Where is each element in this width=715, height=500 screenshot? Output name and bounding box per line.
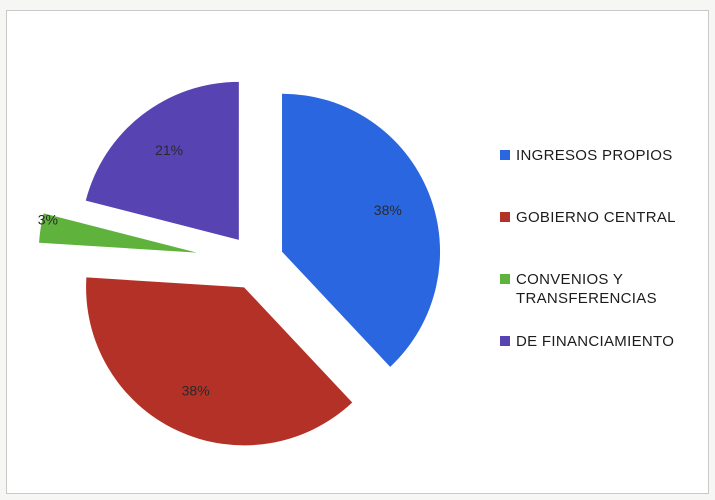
legend-item-gobierno-central: GOBIERNO CENTRAL — [500, 208, 701, 227]
legend-label-convenios: CONVENIOS Y TRANSFERENCIAS — [516, 271, 657, 307]
label-gobierno-central: 38% — [182, 382, 210, 398]
legend-swatch-ingresos-propios — [500, 150, 510, 160]
legend-label-financiamiento: DE FINANCIAMIENTO — [516, 333, 675, 350]
legend-item-convenios: CONVENIOS Y TRANSFERENCIAS — [500, 270, 701, 308]
slice-gobierno-central — [86, 277, 353, 446]
label-ingresos-propios: 38% — [374, 202, 402, 218]
legend-label-ingresos-propios: INGRESOS PROPIOS — [516, 147, 673, 164]
slice-ingresos-propios — [282, 93, 441, 367]
legend-swatch-convenios — [500, 274, 510, 284]
slice-convenios — [39, 213, 197, 253]
legend-item-financiamiento: DE FINANCIAMIENTO — [500, 332, 701, 351]
label-financiamiento: 21% — [155, 142, 183, 158]
slice-financiamiento — [85, 81, 239, 240]
label-convenios: 3% — [38, 212, 58, 228]
legend-swatch-gobierno-central — [500, 212, 510, 222]
legend-item-ingresos-propios: INGRESOS PROPIOS — [500, 146, 701, 165]
legend-label-gobierno-central: GOBIERNO CENTRAL — [516, 209, 676, 226]
legend-swatch-financiamiento — [500, 336, 510, 346]
